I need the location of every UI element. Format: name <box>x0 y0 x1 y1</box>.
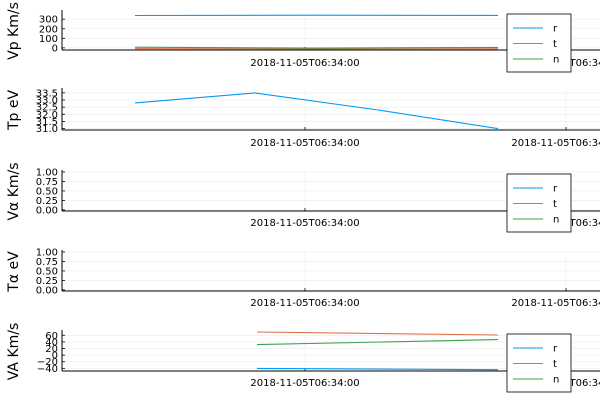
y-tick-label: −40 <box>37 364 58 375</box>
legend: rtn <box>506 173 572 233</box>
y-tick-label: −20 <box>37 357 58 368</box>
subplot-3: 0.000.250.500.751.002018-11-05T06:34:002… <box>6 162 600 233</box>
series-line-n <box>134 46 499 49</box>
y-tick-label: 31.5 <box>36 117 58 128</box>
y-axis-label: Tp eV <box>6 90 22 132</box>
y-tick-label: 0 <box>52 351 58 362</box>
x-tick-label: 2018-11-05T06:34:00 <box>250 378 359 389</box>
y-tick-label: 33.5 <box>36 88 58 99</box>
y-tick-label: 31.0 <box>36 124 58 135</box>
legend-label-t: t <box>553 199 557 210</box>
legend: rtn <box>506 13 572 73</box>
y-tick-label: 0.25 <box>36 196 58 207</box>
y-tick-label: 20 <box>45 344 58 355</box>
x-tick-label: 2018-11-05T06:34:00 <box>250 138 359 149</box>
y-tick-label: 300 <box>39 15 58 26</box>
legend-label-r: r <box>553 184 558 195</box>
y-axis-label: Vp Km/s <box>6 2 22 60</box>
x-tick-label: 2018-11-05T06:34:00 <box>250 218 359 229</box>
y-tick-label: 200 <box>39 24 58 35</box>
y-tick-label: 100 <box>39 34 58 45</box>
series-line-n <box>256 339 499 346</box>
x-tick-label: 2018-11-05T06:34:00 <box>250 298 359 309</box>
subplot-1: 01002003002018-11-05T06:34:002018-11-05T… <box>6 2 600 73</box>
x-tick-label: 2018-11-05T06:34:00 <box>511 138 600 149</box>
y-tick-label: 0.25 <box>36 276 58 287</box>
subplot-4: 0.000.250.500.751.00 2018-11-05T06:34:00 2… <box>6 248 600 309</box>
y-tick-label: 32.5 <box>36 103 58 114</box>
series-line-r <box>134 92 499 130</box>
legend-label-r: r <box>553 24 558 35</box>
legend-label-t: t <box>553 39 557 50</box>
y-tick-label: 0.75 <box>36 177 58 188</box>
legend-label-n: n <box>553 55 559 66</box>
y-tick-label: 1.00 <box>36 248 58 259</box>
subplot-2: 31.031.532.032.533.033.5 2018-11-05T06:34… <box>6 88 600 149</box>
x-tick-label: 2018-11-05T06:34:00 <box>511 298 600 309</box>
y-tick-label: 33.0 <box>36 96 58 107</box>
y-tick-label: 32.0 <box>36 110 58 121</box>
x-tick-label: 2018-11-05T06:34:00 <box>250 58 359 69</box>
y-axis-label: Tα eV <box>6 251 22 293</box>
subplot-5: −40−2002040602018-11-05T06:34:002018-11-… <box>6 323 600 393</box>
y-tick-label: 1.00 <box>36 168 58 179</box>
y-tick-label: 60 <box>45 331 58 342</box>
y-tick-label: 0.75 <box>36 257 58 268</box>
legend-label-n: n <box>553 375 559 386</box>
y-axis-label: Vα Km/s <box>6 162 22 220</box>
y-tick-label: 0.50 <box>36 266 58 277</box>
legend-label-n: n <box>553 215 559 226</box>
legend-label-r: r <box>553 344 558 355</box>
y-tick-label: 0 <box>52 43 58 54</box>
y-axis-label: VA Km/s <box>6 323 22 381</box>
y-tick-label: 0.50 <box>36 186 58 197</box>
y-tick-label: 40 <box>45 337 58 348</box>
series-line-r <box>256 367 499 371</box>
legend: rtn <box>506 333 572 393</box>
legend-label-t: t <box>553 359 557 370</box>
y-tick-label: 0.00 <box>36 205 58 216</box>
series-line-t <box>256 331 499 336</box>
y-tick-label: 0.00 <box>36 285 58 296</box>
